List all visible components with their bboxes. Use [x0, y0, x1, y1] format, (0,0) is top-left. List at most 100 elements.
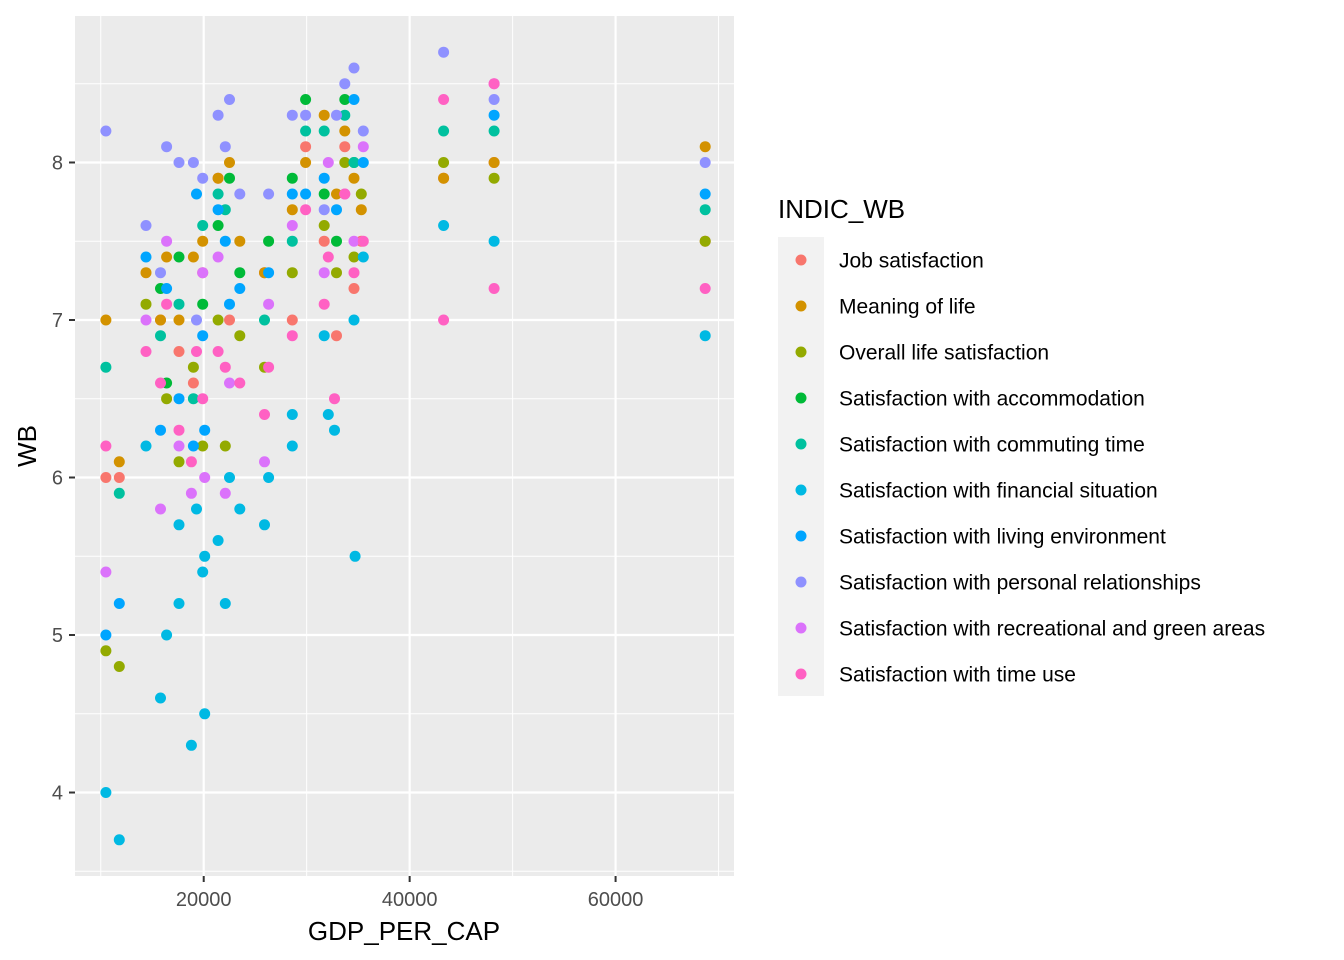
data-point	[348, 235, 360, 247]
data-point	[185, 739, 197, 751]
data-point	[259, 456, 270, 468]
data-point	[219, 440, 231, 452]
data-point	[318, 188, 330, 200]
data-point	[100, 125, 112, 137]
data-point	[348, 314, 360, 326]
data-point	[140, 251, 152, 263]
data-point	[234, 283, 246, 294]
data-point	[331, 188, 342, 200]
data-point	[488, 172, 500, 184]
data-point	[161, 629, 173, 641]
data-point	[173, 424, 185, 436]
data-point	[699, 204, 711, 216]
y-tick-label: 8	[52, 152, 63, 174]
legend-key	[795, 530, 807, 542]
data-point	[331, 235, 342, 247]
data-point	[263, 361, 275, 373]
data-point	[286, 330, 298, 342]
data-point	[263, 267, 275, 279]
data-point	[199, 472, 211, 483]
data-point	[438, 314, 450, 326]
data-point	[438, 157, 450, 168]
data-point	[488, 235, 500, 247]
legend-key-background	[778, 237, 824, 696]
data-point	[286, 409, 298, 420]
data-point	[197, 298, 209, 310]
data-point	[331, 267, 342, 279]
data-point	[113, 661, 125, 672]
data-point	[300, 204, 312, 216]
data-point	[300, 94, 312, 105]
data-point	[339, 157, 351, 168]
data-point	[286, 314, 298, 326]
x-tick-label: 60000	[588, 889, 644, 911]
data-point	[187, 251, 199, 263]
data-point	[234, 503, 246, 515]
data-point	[699, 235, 711, 247]
x-axis-title: GDP_PER_CAP	[308, 916, 500, 946]
data-point	[173, 157, 185, 168]
data-point	[355, 204, 367, 216]
legend-items: Job satisfaction Meaning of life Overall l…	[795, 250, 1265, 687]
data-point	[173, 314, 185, 326]
data-point	[339, 141, 351, 153]
y-tick-label: 6	[52, 468, 63, 490]
data-point	[699, 188, 711, 200]
data-point	[318, 330, 330, 342]
data-point	[155, 267, 166, 279]
data-point	[322, 409, 334, 420]
data-point	[173, 456, 185, 468]
data-point	[140, 346, 152, 357]
data-point	[197, 566, 209, 578]
data-point	[224, 94, 235, 105]
data-point	[224, 157, 235, 168]
data-point	[199, 424, 211, 436]
data-point	[212, 251, 224, 263]
data-point	[155, 330, 166, 342]
data-point	[187, 361, 199, 373]
legend-key	[795, 346, 807, 358]
data-point	[173, 251, 185, 263]
data-point	[212, 204, 224, 216]
data-point	[173, 519, 185, 531]
data-point	[300, 188, 312, 200]
legend-label: Satisfaction with living environment	[839, 526, 1166, 549]
data-point	[300, 141, 312, 153]
data-point	[699, 157, 711, 168]
minor-gridlines	[75, 16, 734, 876]
data-point	[348, 157, 360, 168]
data-point	[173, 298, 185, 310]
data-point	[286, 188, 298, 200]
data-point	[300, 157, 312, 168]
data-point	[191, 314, 202, 326]
data-point	[173, 346, 185, 357]
legend-key	[795, 254, 807, 266]
data-point	[191, 346, 202, 357]
data-point	[322, 157, 334, 168]
data-point	[488, 125, 500, 137]
data-point	[140, 267, 152, 279]
data-point	[234, 235, 246, 247]
data-point	[488, 109, 500, 121]
data-point	[318, 109, 330, 121]
data-point	[438, 94, 450, 105]
legend-label: Satisfaction with financial situation	[839, 480, 1158, 503]
data-point	[300, 109, 312, 121]
data-point	[286, 172, 298, 184]
data-point	[100, 472, 112, 483]
data-point	[197, 330, 209, 342]
data-point	[286, 235, 298, 247]
data-point	[100, 361, 112, 373]
x-axis: 20000 40000 60000	[176, 876, 644, 911]
data-point	[348, 267, 360, 279]
data-point	[438, 46, 450, 58]
data-point	[155, 503, 166, 515]
plot-panel	[75, 16, 734, 876]
data-point	[219, 235, 231, 247]
data-point	[100, 314, 112, 326]
data-point	[488, 78, 500, 90]
data-point	[224, 172, 235, 184]
legend-key	[795, 576, 807, 588]
data-point	[488, 94, 500, 105]
